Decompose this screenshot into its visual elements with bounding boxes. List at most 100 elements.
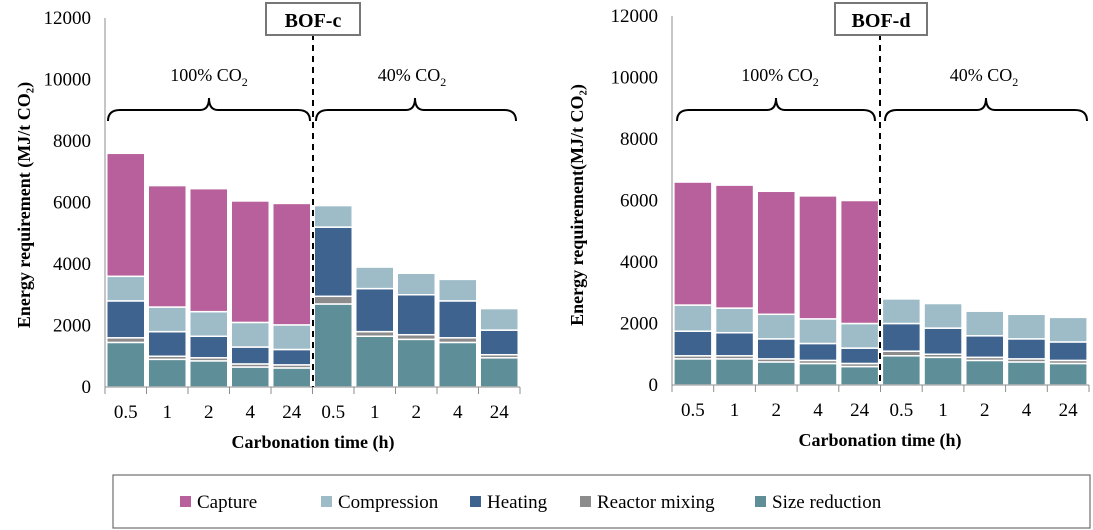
x-tick-label: 0.5 xyxy=(681,400,705,421)
x-axis-label: Carbonation time (h) xyxy=(799,430,962,451)
x-tick-label: 1 xyxy=(938,400,948,421)
chart-title: BOF-c xyxy=(285,10,342,32)
bar-segment-compression xyxy=(355,266,395,290)
x-tick-label: 4 xyxy=(813,400,823,421)
y-tick-label: 8000 xyxy=(620,129,658,150)
bar-segment-compression xyxy=(673,304,713,332)
x-tick-label: 2 xyxy=(980,400,990,421)
bar-segment-compression xyxy=(756,313,796,340)
y-tick-label: 0 xyxy=(82,377,92,398)
bar-segment-heating xyxy=(355,287,395,333)
bar-segment-compression xyxy=(106,275,146,302)
bar-segment-capture xyxy=(798,195,838,320)
y-tick-label: 10000 xyxy=(44,70,92,91)
y-tick-label: 2000 xyxy=(620,314,658,335)
bar-segment-size-reduction xyxy=(1048,362,1088,386)
bar-segment-compression xyxy=(923,302,963,329)
group-brace-right xyxy=(884,97,1088,122)
x-tick-labels: 0.5 1 2 4 24 0.5 1 2 4 24 xyxy=(104,387,521,423)
x-tick-label: 24 xyxy=(1059,400,1079,421)
bar-segment-compression xyxy=(798,318,838,345)
bar-segment-size-reduction xyxy=(965,359,1005,386)
bar-segment-compression xyxy=(272,324,312,351)
bar-segment-size-reduction xyxy=(923,356,963,386)
group-label-40: 40% CO2 xyxy=(950,65,1019,89)
y-tick-labels: 0 2000 4000 6000 8000 10000 12000 xyxy=(44,8,92,398)
bar-segment-capture xyxy=(230,200,270,324)
legend-swatch xyxy=(470,496,481,507)
x-tick-label: 1 xyxy=(163,402,173,423)
bar-segment-size-reduction xyxy=(106,341,146,388)
legend-label: Compression xyxy=(338,492,439,513)
chart-title: BOF-d xyxy=(852,10,911,32)
chart-bof-c: Energy requirement (MJ/t CO₂) Carbonatio… xyxy=(14,2,521,453)
bar-segment-size-reduction xyxy=(798,362,838,386)
bar-segment-heating xyxy=(230,346,270,365)
bar-segment-capture xyxy=(147,184,187,308)
bar-segment-heating xyxy=(1006,338,1047,360)
legend-swatch xyxy=(755,496,766,507)
y-tick-label: 0 xyxy=(649,375,659,396)
x-tick-label: 4 xyxy=(1022,400,1032,421)
bar-segment-heating xyxy=(313,226,353,298)
bar-segment-compression xyxy=(714,307,755,334)
bar-segment-capture xyxy=(756,190,796,316)
y-tick-label: 12000 xyxy=(44,8,92,29)
bar-segment-heating xyxy=(147,330,187,357)
bar-segment-heating xyxy=(673,330,713,357)
bar-segment-size-reduction xyxy=(714,358,755,386)
bar-segment-size-reduction xyxy=(438,341,478,388)
legend-swatch xyxy=(180,496,191,507)
legend-swatch xyxy=(321,496,332,507)
x-tick-label: 24 xyxy=(850,400,870,421)
bar-segment-capture xyxy=(189,187,229,313)
bar-segment-compression xyxy=(396,272,436,296)
x-tick-label: 2 xyxy=(204,402,214,423)
legend-label: Size reduction xyxy=(772,492,882,513)
legend-frame xyxy=(112,474,1091,529)
bar-segment-heating xyxy=(438,300,478,339)
y-axis-label: Energy requirement(MJ/t CO₂) xyxy=(567,84,588,326)
bar-segment-capture xyxy=(272,202,312,326)
legend-label: Capture xyxy=(197,492,257,513)
y-tick-label: 4000 xyxy=(53,254,91,275)
bar-segment-heating xyxy=(714,331,755,357)
legend-item-capture: Capture xyxy=(180,492,257,513)
bar-segment-size-reduction xyxy=(839,365,880,386)
bar-segment-heating xyxy=(106,300,146,339)
bar-segment-compression xyxy=(1048,316,1088,343)
group-brace-right xyxy=(315,97,517,122)
bar-segment-heating xyxy=(839,347,880,365)
bar-segment-heating xyxy=(479,329,519,356)
bar-segment-compression xyxy=(479,307,519,331)
bar-segment-reactor-mixing xyxy=(313,295,353,305)
bar-segment-heating xyxy=(189,335,229,359)
y-tick-label: 12000 xyxy=(611,6,659,27)
bar-segment-heating xyxy=(396,294,436,336)
bar-segment-compression xyxy=(147,306,187,333)
x-tick-label: 0.5 xyxy=(114,402,138,423)
y-tick-label: 6000 xyxy=(620,191,658,212)
group-brace-left xyxy=(107,97,311,122)
x-tick-label: 0.5 xyxy=(321,402,345,423)
title-box: BOF-d xyxy=(834,2,928,36)
bar-segment-heating xyxy=(798,342,838,362)
bar-segment-size-reduction xyxy=(673,358,713,386)
bar-segment-compression xyxy=(965,310,1005,337)
bar-segment-size-reduction xyxy=(147,358,187,388)
bar-segment-size-reduction xyxy=(313,303,353,388)
y-tick-label: 4000 xyxy=(620,252,658,273)
bar-segment-heating xyxy=(272,348,312,366)
bar-segment-heating xyxy=(965,335,1005,359)
legend-item-size-reduction: Size reduction xyxy=(755,492,882,513)
x-tick-label: 0.5 xyxy=(889,400,913,421)
bar-segment-heating xyxy=(881,322,922,352)
x-tick-label: 24 xyxy=(282,402,302,423)
x-tick-label: 24 xyxy=(490,402,510,423)
x-tick-label: 1 xyxy=(730,400,740,421)
chart-bof-d: Energy requirement(MJ/t CO₂) Carbonation… xyxy=(567,2,1090,451)
legend-item-reactor-mixing: Reactor mixing xyxy=(580,492,715,513)
bar-segment-compression xyxy=(1006,313,1047,340)
group-label-100: 100% CO2 xyxy=(170,65,248,89)
